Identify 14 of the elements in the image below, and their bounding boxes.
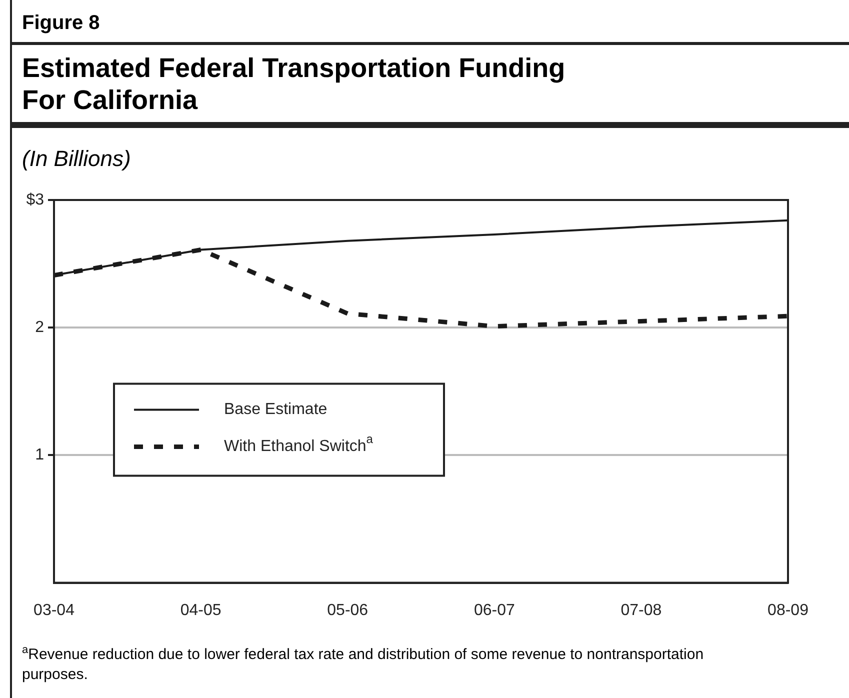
y-tick-label: 1 (35, 446, 44, 464)
y-tick-label: 2 (35, 319, 44, 336)
caption: Figure 8 (22, 12, 100, 35)
x-tick-label: 05-06 (327, 602, 368, 619)
text: $^{a}$Revenue reduction due to lower federal tax rate and distribution of some revenue to nontransportation purposes. (22, 643, 705, 685)
y-tick-label: $3 (26, 191, 44, 208)
x-tick-label: 04-05 (180, 602, 222, 619)
chart-title: Estimated Federal Transportation Funding For California (22, 52, 566, 116)
x-tick-label: 06-07 (474, 602, 515, 619)
legend-label: Base Estimate (224, 401, 328, 418)
y-axis-title: (In Billions) (22, 146, 131, 172)
x-tick-label: 08-09 (768, 602, 809, 619)
x-tick-label: 03-04 (34, 602, 75, 619)
x-tick-label: 07-08 (620, 602, 662, 619)
